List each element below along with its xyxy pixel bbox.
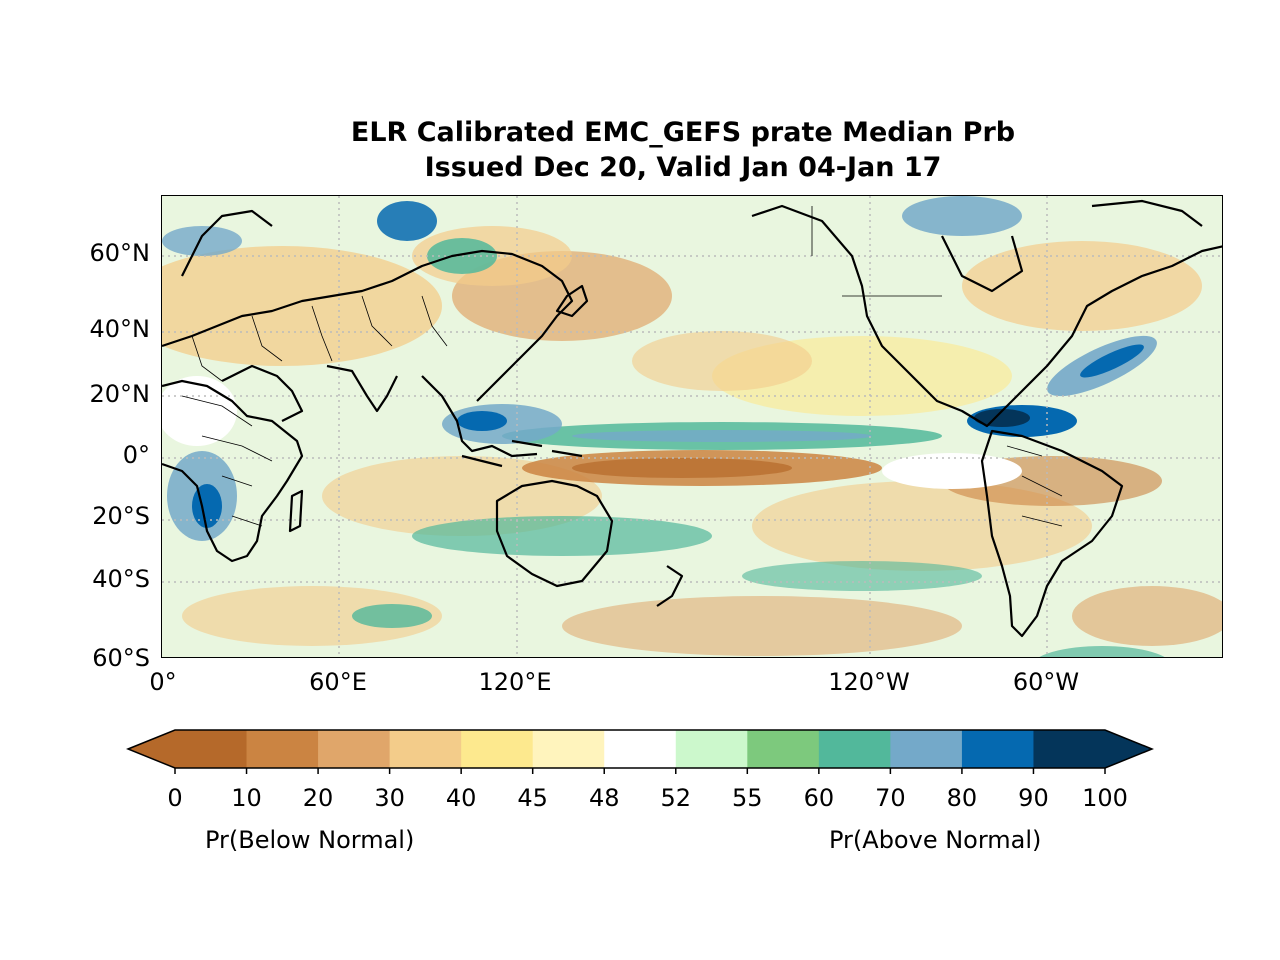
colorbar-segment (604, 730, 677, 768)
colorbar-tick-label: 55 (732, 784, 763, 812)
lon-tick-label: 120°W (828, 668, 910, 696)
colorbar-segment (675, 730, 748, 768)
field-patch (632, 331, 812, 391)
lat-tick-label: 20°N (89, 380, 151, 408)
field-patch (1039, 646, 1165, 657)
coastline-scandinavia (181, 209, 273, 277)
colorbar-segment (890, 730, 963, 768)
coastline-indonesia (461, 439, 583, 468)
coastline-south-america (980, 429, 1124, 638)
field-patch (572, 458, 792, 478)
colorbar-tick-label: 10 (231, 784, 262, 812)
lat-tick-label: 60°N (89, 239, 151, 267)
lat-tick-label: 20°S (92, 502, 150, 530)
colorbar-extend-high (1105, 730, 1152, 768)
coastlines (162, 199, 1222, 638)
colorbar-tick-label: 52 (660, 784, 692, 812)
country-borders (181, 206, 1063, 527)
gridlines (162, 196, 1222, 657)
lon-tick-label: 120°E (478, 668, 552, 696)
coastline-se-asia (421, 375, 538, 458)
field-patch (562, 596, 962, 656)
field-patch (1080, 344, 1144, 378)
coastline-japan (555, 284, 589, 318)
field-patch (572, 430, 872, 442)
colorbar-segment (389, 730, 462, 768)
field-patch (352, 604, 432, 628)
border (811, 206, 1063, 527)
coastline-africa (162, 379, 304, 563)
lat-tick-label: 60°S (92, 644, 150, 672)
coastline-hudson (941, 235, 1024, 293)
coastline-eurasia (162, 249, 574, 402)
field-patch (322, 456, 602, 536)
lat-tick-label: 0° (122, 441, 150, 469)
field-patch (1072, 586, 1222, 646)
colorbar-tick-label: 80 (946, 784, 978, 812)
above-normal-label: Pr(Above Normal) (829, 826, 1042, 854)
field-patch (962, 241, 1202, 331)
colorbar-tick-label: 30 (374, 784, 405, 812)
below-normal-label: Pr(Below Normal) (205, 826, 415, 854)
coastline-north-america (751, 204, 1222, 428)
colorbar-tick-label: 40 (445, 784, 477, 812)
coastline-new-zealand (656, 565, 684, 607)
colorbar-tick-label: 60 (803, 784, 835, 812)
field-patch (182, 586, 442, 646)
field-patch (882, 453, 1022, 489)
map-title-line-2: Issued Dec 20, Valid Jan 04-Jan 17 (424, 152, 942, 183)
colorbar-tick-label: 0 (167, 784, 183, 812)
coastline-madagascar (288, 489, 304, 533)
field-patch (162, 246, 442, 366)
field-patch (377, 201, 437, 241)
coastline-greenland (1091, 199, 1203, 227)
colorbar-tick-label: 20 (302, 784, 334, 812)
colorbar-extend-low (128, 730, 175, 768)
colorbar-tick-label: 45 (517, 784, 548, 812)
field-patch (902, 196, 1022, 236)
map-panel (161, 195, 1223, 658)
colorbar-tick-label: 48 (588, 784, 620, 812)
coastline-india (326, 364, 398, 413)
lon-tick-label: 0° (149, 668, 177, 696)
lat-tick-label: 40°S (92, 565, 150, 593)
lon-tick-label: 60°W (1012, 668, 1080, 696)
border (181, 395, 273, 527)
border (191, 295, 448, 382)
field-patch (162, 226, 242, 256)
colorbar-tick-label: 70 (875, 784, 906, 812)
map-canvas (162, 196, 1222, 657)
lat-tick-label: 40°N (89, 315, 151, 343)
colorbar-segment (747, 730, 820, 768)
field-patch (457, 411, 507, 431)
lon-tick-label: 60°E (309, 668, 367, 696)
colorbar-segment (461, 730, 534, 768)
colorbar-segment (961, 730, 1034, 768)
colorbar-segment (175, 730, 248, 768)
field-patch (412, 516, 712, 556)
colorbar-segment (246, 730, 319, 768)
colorbar-segment (532, 730, 605, 768)
coastline-australia (495, 479, 614, 588)
coastline-arabia (221, 364, 304, 422)
map-title-line-1: ELR Calibrated EMC_GEFS prate Median Prb (350, 117, 1016, 148)
colorbar-segment (1033, 730, 1106, 768)
colorbar-segment (318, 730, 391, 768)
colorbar-tick-label: 90 (1018, 784, 1049, 812)
colorbar-tick-label: 100 (1082, 784, 1128, 812)
colorbar-segment (818, 730, 891, 768)
field-patch (742, 561, 982, 591)
field-patch (974, 409, 1030, 427)
